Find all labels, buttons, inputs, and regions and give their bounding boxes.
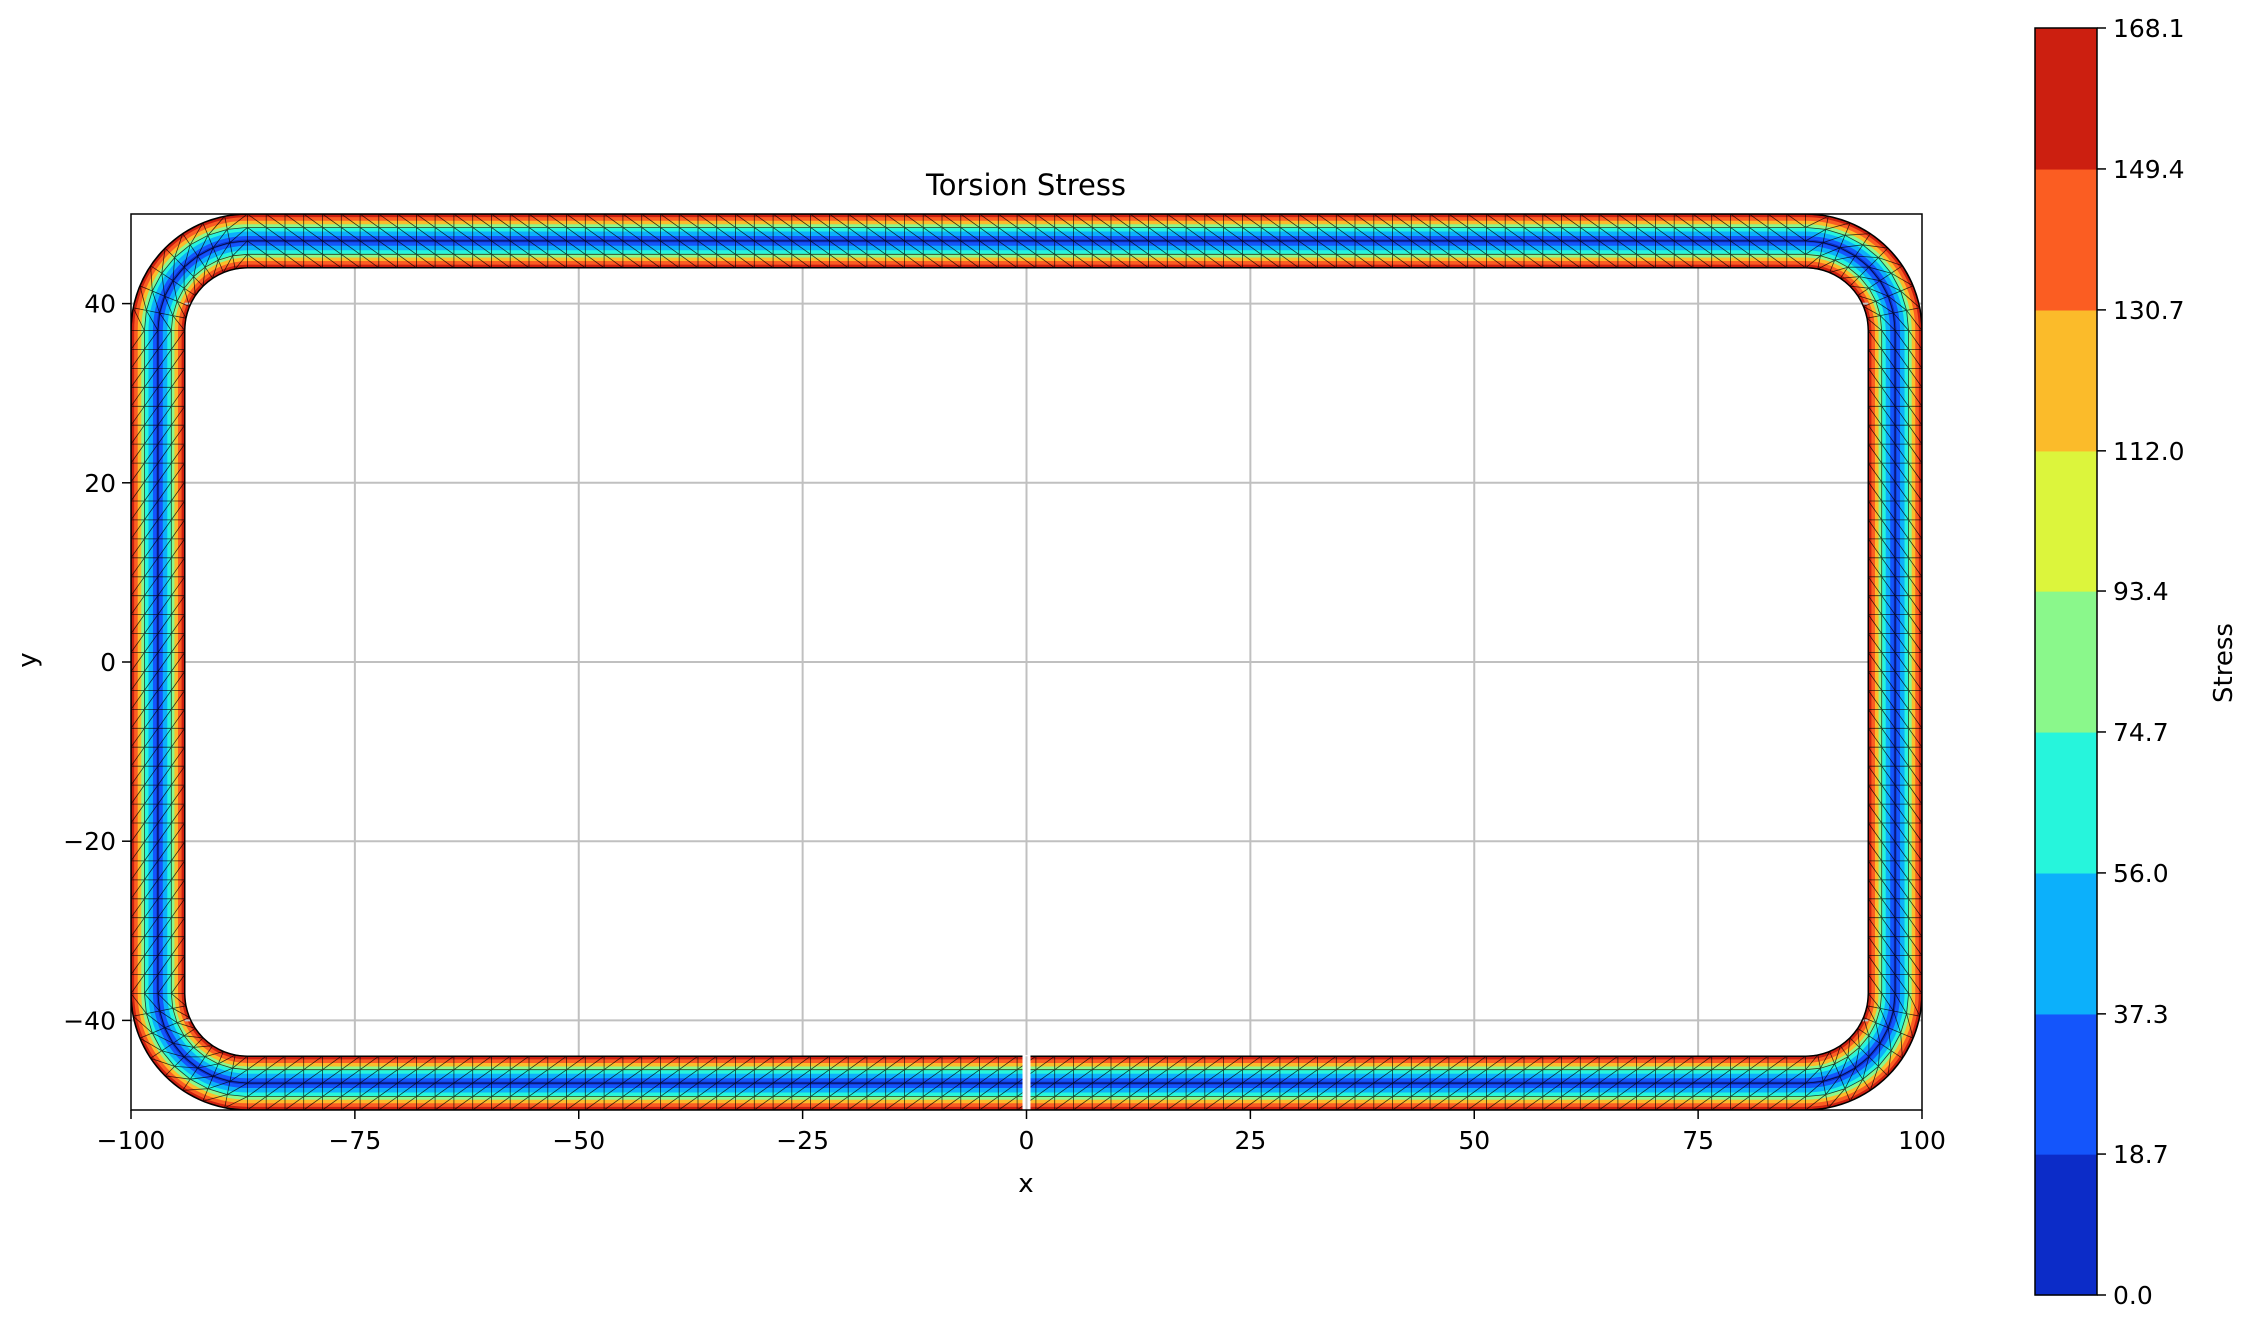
x-tick-label: 75 — [1682, 1126, 1714, 1155]
colorbar-frame — [2034, 27, 2098, 1296]
y-tick-label: −20 — [63, 827, 116, 856]
colorbar: 0.0 18.7 37.3 56.0 74.7 93.4 112.0 130.7 149.4 16… — [2034, 14, 2185, 1310]
colorbar-tick-label: 149.4 — [2113, 155, 2185, 184]
colorbar-band — [2035, 591, 2097, 733]
axis-ticks: −100 −75 −50 −25 0 25 50 75 100 −40 −20 0 20 40 — [63, 290, 1946, 1155]
colorbar-band — [2035, 28, 2097, 170]
colorbar-tick-label: 168.1 — [2113, 14, 2185, 43]
colorbar-tick-label: 130.7 — [2113, 296, 2185, 325]
colorbar-band — [2035, 1154, 2097, 1296]
colorbar-band — [2035, 1013, 2097, 1155]
y-tick-label: 40 — [84, 290, 116, 319]
colorbar-band — [2035, 731, 2097, 874]
y-tick-label: 20 — [84, 469, 116, 498]
colorbar-tick-label: 74.7 — [2113, 718, 2169, 747]
cross-section-contour — [131, 214, 1922, 1110]
colorbar-tick-label: 18.7 — [2113, 1140, 2169, 1169]
x-tick-label: 0 — [1019, 1126, 1035, 1155]
x-tick-label: 100 — [1898, 1126, 1946, 1155]
x-tick-label: −25 — [776, 1126, 829, 1155]
x-tick-label: −100 — [97, 1126, 166, 1155]
colorbar-tick-label: 0.0 — [2113, 1281, 2153, 1310]
y-tick-label: −40 — [63, 1006, 116, 1035]
y-tick-label: 0 — [100, 648, 116, 677]
colorbar-tick-label: 93.4 — [2113, 577, 2169, 606]
x-tick-label: −50 — [552, 1126, 605, 1155]
x-axis-label: x — [1018, 1169, 1033, 1199]
chart-title: Torsion Stress — [925, 168, 1126, 202]
colorbar-band — [2035, 309, 2097, 452]
colorbar-band — [2035, 168, 2097, 311]
colorbar-tick-label: 56.0 — [2113, 859, 2169, 888]
colorbar-band — [2035, 450, 2097, 592]
x-tick-label: −75 — [328, 1126, 381, 1155]
colorbar-tick-label: 112.0 — [2113, 437, 2185, 466]
x-tick-label: 50 — [1458, 1126, 1490, 1155]
x-tick-label: 25 — [1234, 1126, 1266, 1155]
mesh-edges — [131, 214, 1922, 1110]
colorbar-band — [2035, 872, 2097, 1015]
colorbar-tick-label: 37.3 — [2113, 1000, 2169, 1029]
colorbar-label: Stress — [2209, 623, 2239, 703]
y-axis-label: y — [13, 652, 43, 667]
